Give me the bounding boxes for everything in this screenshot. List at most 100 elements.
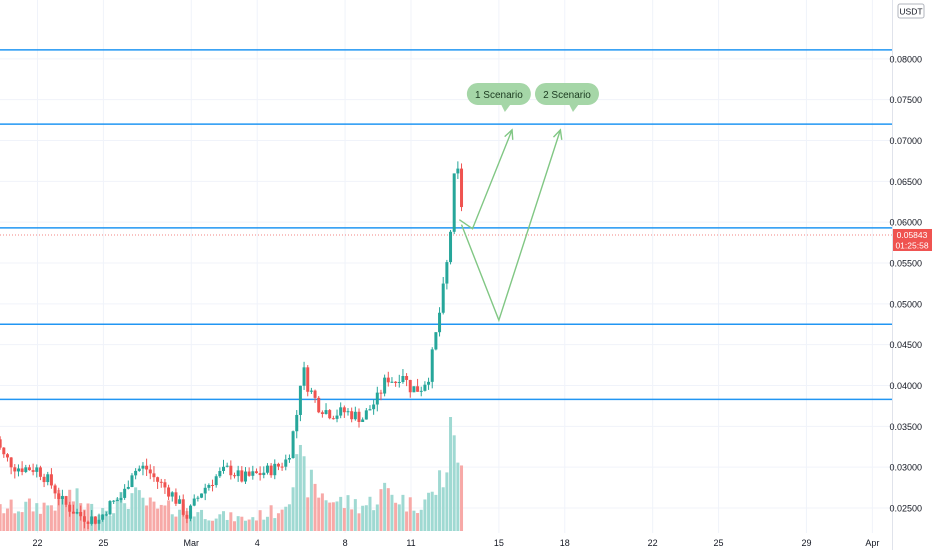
candle-up xyxy=(364,410,368,420)
volume-bar xyxy=(64,501,68,531)
candle-up xyxy=(361,419,365,422)
scenario-arrowhead-1 xyxy=(504,128,514,140)
candle-up xyxy=(222,466,226,471)
volume-bar xyxy=(397,504,401,531)
volume-bar xyxy=(262,519,266,531)
volume-bar xyxy=(222,511,226,531)
candle-down xyxy=(174,492,178,504)
price-tick-label: 0.06500 xyxy=(889,177,922,187)
candle-down xyxy=(357,411,361,422)
candle-up xyxy=(427,381,431,385)
volume-bar xyxy=(269,505,273,531)
volume-bar xyxy=(416,513,420,531)
time-tick-label: Mar xyxy=(184,538,200,548)
time-tick-label: 29 xyxy=(801,538,811,548)
volume-bar xyxy=(5,508,9,531)
candle-up xyxy=(449,231,453,263)
volume-bar xyxy=(225,519,229,531)
candle-down xyxy=(408,379,412,393)
volume-bar xyxy=(247,519,251,531)
candle-up xyxy=(119,497,123,501)
price-tick-label: 0.07000 xyxy=(889,136,922,146)
volume-bar xyxy=(430,491,434,531)
candle-down xyxy=(53,485,57,494)
time-tick-label: 25 xyxy=(98,538,108,548)
time-tick-label: 22 xyxy=(32,538,42,548)
volume-bar xyxy=(189,511,193,531)
time-axis[interactable]: 22 25 Mar 4 8 11 15 18 22 25 29 Apr xyxy=(0,533,892,550)
candle-down xyxy=(342,407,346,413)
candle-down xyxy=(258,473,262,476)
volume-bar xyxy=(236,516,240,531)
time-tick-label: 18 xyxy=(560,538,570,548)
currency-badge xyxy=(897,3,925,19)
volume-bar xyxy=(405,511,409,531)
candle-up xyxy=(291,431,295,459)
candle-up xyxy=(170,492,174,497)
candle-down xyxy=(405,376,409,380)
last-price-value: 0.05843 xyxy=(897,230,928,240)
price-axis-background xyxy=(892,0,932,550)
volume-bar xyxy=(295,454,299,531)
candle-down xyxy=(269,465,273,476)
candle-up xyxy=(189,505,193,519)
volume-bar xyxy=(134,487,138,531)
volume-bar xyxy=(192,516,196,531)
volume-bar xyxy=(412,510,416,531)
candle-down xyxy=(254,471,258,474)
volume-bar xyxy=(390,494,394,531)
candle-down xyxy=(416,386,420,392)
volume-bar xyxy=(196,512,200,531)
volume-bar xyxy=(364,505,368,531)
volume-bar xyxy=(357,513,361,531)
price-axis[interactable]: 0.02500 0.03000 0.03500 0.04000 0.04500 0.050… xyxy=(889,0,932,550)
volume-bar xyxy=(445,472,449,531)
volume-bar xyxy=(35,503,39,531)
volume-bar xyxy=(123,503,127,531)
candle-up xyxy=(372,404,376,410)
candle-down xyxy=(38,467,42,477)
volume-bar xyxy=(276,513,280,531)
volume-bar xyxy=(386,488,390,531)
scenario-label-1: 1 Scenario xyxy=(475,90,523,101)
volume-bar xyxy=(46,505,50,531)
candle-down xyxy=(71,511,75,514)
candle-down xyxy=(148,469,152,474)
volume-bar xyxy=(159,504,163,531)
volume-bar xyxy=(31,511,35,531)
candle-up xyxy=(397,382,401,384)
volume-bar xyxy=(372,510,376,531)
price-tick-label: 0.07500 xyxy=(889,95,922,105)
candle-down xyxy=(211,484,215,486)
time-tick-label: 8 xyxy=(343,538,348,548)
volume-bar xyxy=(342,508,346,531)
volume-bar xyxy=(27,498,31,531)
volume-bar xyxy=(53,510,57,531)
volume-bar xyxy=(441,487,445,531)
volume-bar xyxy=(317,497,321,531)
volume-bar xyxy=(229,512,233,531)
candle-up xyxy=(236,470,240,477)
scenario-bubble-tail-2 xyxy=(568,103,579,112)
candle-up xyxy=(112,500,116,502)
currency-label: USDT xyxy=(899,7,922,17)
volume-bar xyxy=(273,518,277,531)
volume-bar xyxy=(2,513,6,531)
volume-bar xyxy=(200,509,204,531)
volume-bar xyxy=(460,465,464,531)
volume-bar xyxy=(207,520,211,531)
candle-up xyxy=(434,332,438,350)
candle-down xyxy=(13,467,17,472)
candle-up xyxy=(60,496,64,499)
volume-bar xyxy=(287,504,291,531)
candle-up xyxy=(90,516,94,524)
countdown-value: 01:25:58 xyxy=(895,240,928,250)
candle-up xyxy=(35,467,39,472)
candle-up xyxy=(16,468,20,472)
volume-bar xyxy=(170,514,174,531)
candle-down xyxy=(328,410,332,419)
volume-bar xyxy=(104,510,108,531)
candle-down xyxy=(9,457,13,468)
candle-up xyxy=(141,465,145,469)
